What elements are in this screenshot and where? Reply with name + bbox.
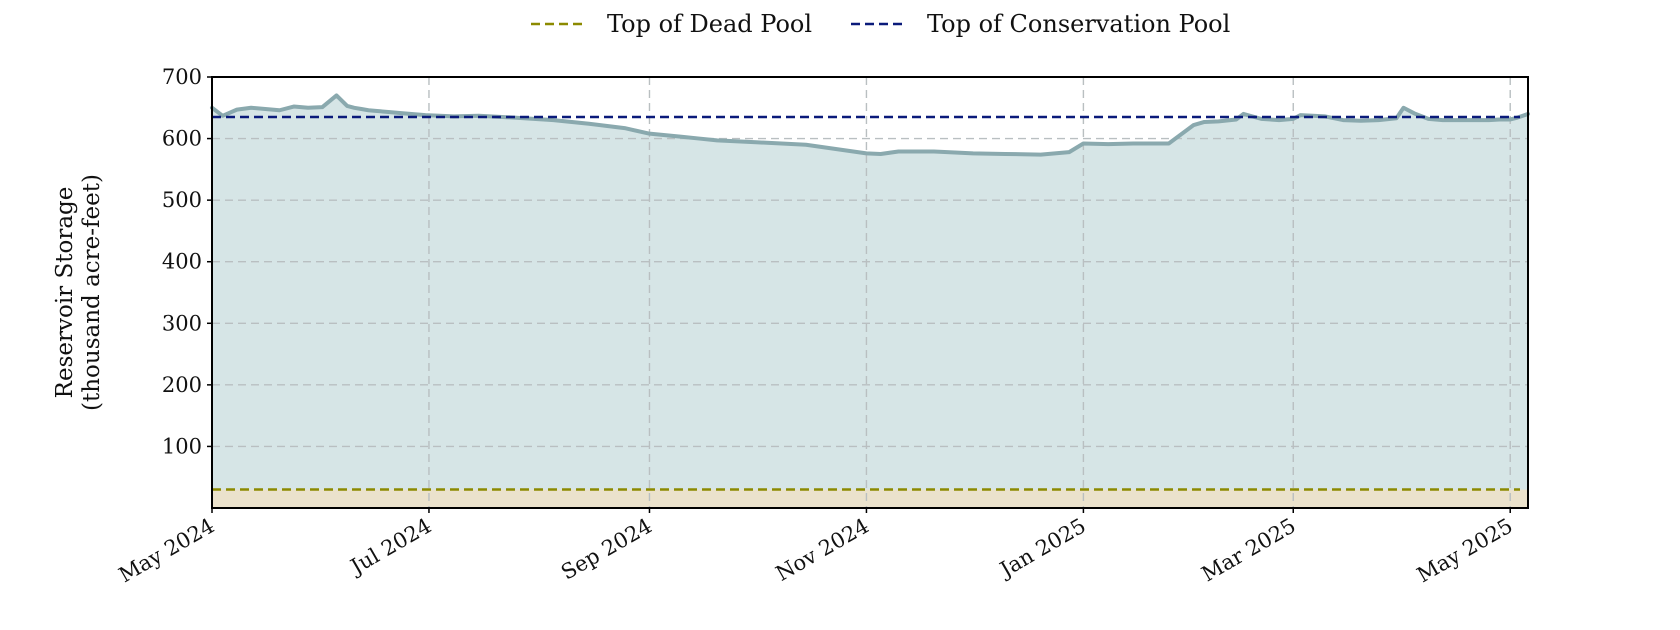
x-tick-label: Nov 2024	[772, 514, 873, 586]
y-tick-label: 400	[162, 250, 202, 274]
legend: Top of Dead Pool Top of Conservation Pool	[531, 10, 1230, 38]
x-tick-label: May 2025	[1413, 514, 1517, 588]
storage-area	[212, 95, 1528, 490]
x-tick-label: May 2024	[115, 514, 219, 588]
y-tick-label: 700	[162, 65, 202, 89]
plot-frame	[211, 76, 1529, 509]
y-tick-label: 500	[162, 188, 202, 212]
y-axis-title-line: Reservoir Storage	[52, 187, 78, 399]
x-tick-label: Jul 2024	[345, 514, 436, 580]
y-tick-label: 200	[162, 373, 202, 397]
dead-pool-band	[212, 489, 1528, 508]
y-axis-title-line: (thousand acre-feet)	[79, 174, 105, 411]
legend-label: Top of Dead Pool	[607, 10, 812, 38]
legend-label: Top of Conservation Pool	[927, 10, 1230, 38]
x-tick-label: Mar 2025	[1198, 514, 1300, 587]
y-tick-label: 600	[162, 127, 202, 151]
x-tick-label: Jan 2025	[994, 514, 1090, 583]
storage-line	[210, 93, 1530, 157]
y-tick-label: 100	[162, 434, 202, 458]
plot-area	[210, 76, 1530, 509]
x-axis: May 2024 Jul 2024 Sep 2024 Nov 2024 Jan 2025…	[115, 508, 1517, 587]
y-axis: 100 200 300 400 500 600 700	[162, 65, 212, 458]
x-tick-label: Sep 2024	[557, 514, 656, 585]
y-axis-title: Reservoir Storage(thousand acre-feet)	[52, 174, 105, 411]
y-tick-label: 300	[162, 311, 202, 335]
